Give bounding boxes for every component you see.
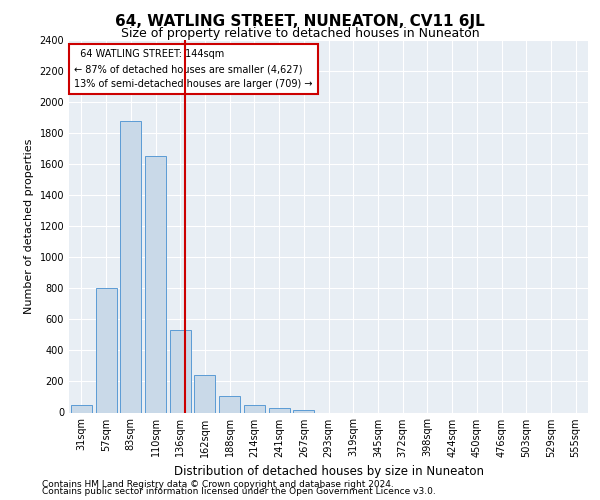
Bar xyxy=(120,120,141,412)
Bar xyxy=(145,156,166,412)
Text: Contains public sector information licensed under the Open Government Licence v3: Contains public sector information licen… xyxy=(42,487,436,496)
Bar xyxy=(95,288,116,412)
Bar xyxy=(71,404,92,412)
Text: 64, WATLING STREET, NUNEATON, CV11 6JL: 64, WATLING STREET, NUNEATON, CV11 6JL xyxy=(115,14,485,29)
Text: 64 WATLING STREET: 144sqm  
← 87% of detached houses are smaller (4,627)
13% of : 64 WATLING STREET: 144sqm ← 87% of detac… xyxy=(74,50,313,89)
Bar xyxy=(269,408,290,412)
X-axis label: Distribution of detached houses by size in Nuneaton: Distribution of detached houses by size … xyxy=(173,465,484,478)
Text: Size of property relative to detached houses in Nuneaton: Size of property relative to detached ho… xyxy=(121,28,479,40)
Y-axis label: Number of detached properties: Number of detached properties xyxy=(24,138,34,314)
Bar xyxy=(219,396,240,412)
Text: Contains HM Land Registry data © Crown copyright and database right 2024.: Contains HM Land Registry data © Crown c… xyxy=(42,480,394,489)
Bar xyxy=(244,404,265,412)
Bar xyxy=(194,375,215,412)
Bar xyxy=(293,410,314,412)
Bar xyxy=(170,330,191,412)
